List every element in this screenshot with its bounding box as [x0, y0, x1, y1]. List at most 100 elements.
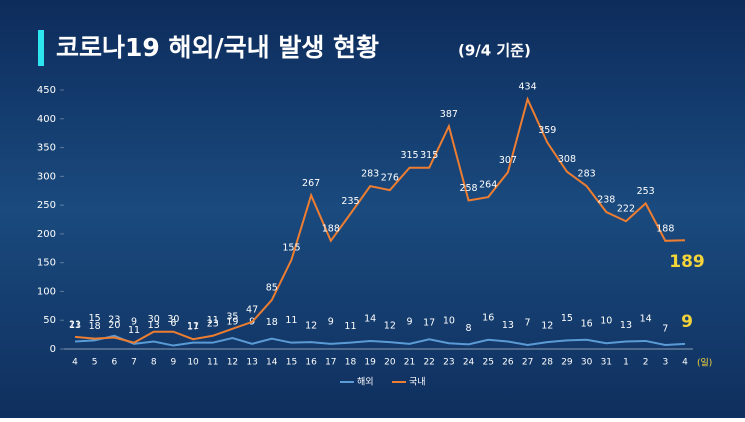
value-label: 85	[266, 283, 278, 294]
value-label: 10	[600, 316, 612, 327]
series-line	[74, 96, 686, 344]
chart-title: 코로나19 해외/국내 발생 현황	[56, 33, 379, 62]
value-label: 17	[187, 322, 199, 333]
x-tick-label: 27	[522, 358, 533, 368]
x-tick-label: 31	[601, 358, 612, 368]
value-label: 12	[541, 321, 553, 332]
x-tick-label: 18	[345, 358, 357, 368]
value-label: 188	[322, 223, 340, 234]
x-tick-label: 26	[502, 358, 514, 368]
x-unit: (일)	[697, 358, 712, 369]
value-label-highlight: 9	[681, 312, 693, 332]
value-label: 155	[282, 242, 300, 253]
value-label: 11	[344, 321, 356, 332]
value-label: 315	[400, 150, 418, 161]
value-label: 18	[266, 317, 278, 328]
value-label: 276	[381, 173, 399, 184]
value-label: 14	[640, 313, 652, 324]
value-label: 307	[499, 155, 517, 166]
y-tick-label: 100	[37, 286, 56, 297]
value-label: 16	[581, 318, 593, 329]
value-label: 222	[617, 204, 635, 215]
value-label: 7	[525, 317, 531, 328]
y-tick-label: 300	[37, 171, 56, 182]
series-line	[74, 334, 686, 347]
value-label: 188	[656, 223, 674, 234]
value-label-highlight: 189	[669, 252, 705, 272]
value-label: 12	[384, 321, 396, 332]
x-tick-label: 2	[643, 358, 649, 368]
value-label: 16	[482, 312, 494, 323]
x-tick-label: 3	[662, 358, 668, 368]
value-label: 47	[246, 304, 258, 315]
x-tick-label: 22	[423, 358, 434, 368]
x-tick-label: 10	[187, 358, 199, 368]
value-label: 387	[440, 109, 458, 120]
x-tick-label: 24	[463, 358, 475, 368]
x-tick-label: 8	[151, 358, 157, 368]
chart-subtitle: (9/4 기준)	[458, 42, 531, 60]
value-label: 13	[620, 320, 632, 331]
value-label: 13	[502, 320, 514, 331]
y-tick-label: 400	[37, 114, 56, 125]
value-label: 235	[341, 196, 359, 207]
x-tick-label: 29	[561, 358, 573, 368]
x-tick-label: 1	[623, 358, 629, 368]
value-label: 23	[207, 318, 219, 329]
value-label: 308	[558, 154, 576, 165]
value-label: 30	[167, 314, 179, 325]
value-label: 35	[226, 311, 238, 322]
value-label: 18	[89, 321, 101, 332]
value-label: 258	[459, 183, 477, 194]
value-label: 11	[207, 315, 219, 326]
x-tick-label: 4	[682, 358, 688, 368]
value-label: 14	[364, 313, 376, 324]
value-label: 315	[420, 150, 438, 161]
value-label: 12	[305, 321, 317, 332]
value-label: 15	[89, 313, 101, 324]
x-tick-label: 11	[207, 358, 218, 368]
x-tick-label: 19	[364, 358, 376, 368]
x-tick-label: 5	[92, 358, 98, 368]
value-label: 10	[443, 316, 455, 327]
y-tick-label: 250	[37, 200, 56, 211]
x-tick-label: 15	[286, 358, 297, 368]
value-label: 253	[637, 186, 655, 197]
value-label: 13	[69, 320, 81, 331]
x-tick-label: 12	[227, 358, 238, 368]
value-label: 30	[148, 314, 160, 325]
x-tick-label: 23	[443, 358, 454, 368]
value-label: 9	[328, 316, 334, 327]
value-label: 283	[361, 169, 379, 180]
x-tick-label: 9	[171, 358, 177, 368]
x-tick-label: 21	[404, 358, 415, 368]
value-label: 19	[226, 317, 238, 328]
value-label: 21	[69, 319, 81, 330]
value-label: 11	[285, 315, 297, 326]
x-tick-label: 16	[305, 358, 317, 368]
x-tick-label: 28	[542, 358, 554, 368]
title-bar	[38, 30, 44, 66]
y-tick-label: 150	[37, 258, 56, 269]
value-label: 15	[561, 313, 573, 324]
value-label: 17	[423, 318, 435, 329]
value-label: 434	[519, 82, 537, 93]
y-tick-label: 50	[43, 315, 56, 326]
x-tick-label: 30	[581, 358, 593, 368]
x-tick-label: 17	[325, 358, 336, 368]
value-label: 9	[406, 316, 412, 327]
value-label: 11	[128, 325, 140, 336]
y-tick-label: 350	[37, 143, 56, 154]
value-label: 20	[108, 320, 120, 331]
legend-label: 국내	[409, 377, 426, 388]
value-label: 6	[170, 318, 176, 329]
x-tick-label: 13	[246, 358, 257, 368]
value-label: 359	[538, 125, 556, 136]
x-tick-label: 25	[482, 358, 493, 368]
y-tick-label: 450	[37, 85, 56, 96]
x-tick-label: 4	[72, 358, 78, 368]
legend-label: 해외	[357, 376, 374, 388]
x-tick-label: 7	[131, 358, 137, 368]
